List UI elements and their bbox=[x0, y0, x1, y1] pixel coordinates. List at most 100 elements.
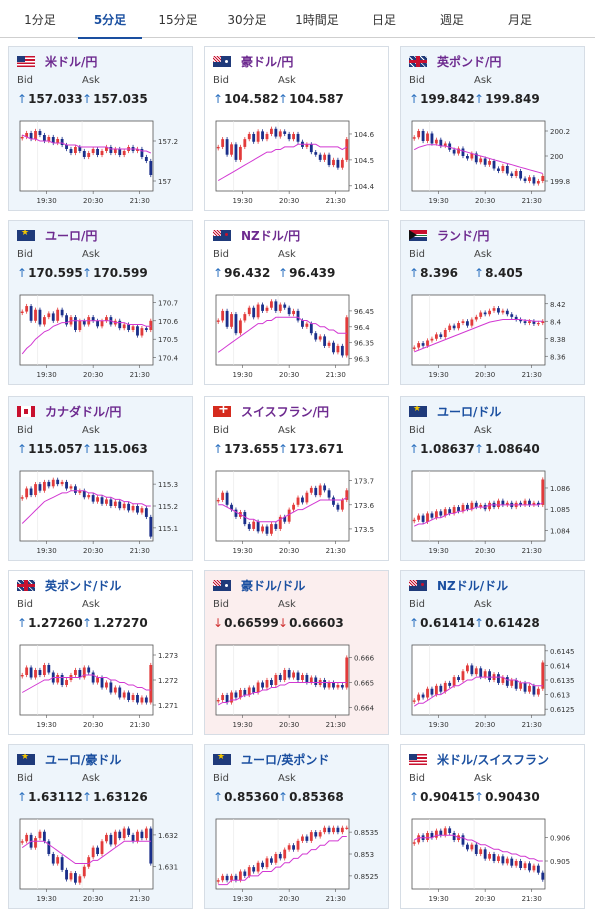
rate-card[interactable]: 英ポンド/ドル Bid Ask ↑1.27260 ↑1.27270 1.273 1.272 1… bbox=[8, 570, 193, 735]
candle-body bbox=[523, 863, 527, 868]
candle-body bbox=[292, 504, 296, 510]
candle-body bbox=[252, 307, 256, 318]
tab-1min[interactable]: 1分足 bbox=[24, 13, 56, 27]
mini-chart[interactable]: 1.632 1.631 19:30 20:30 21:30 bbox=[17, 815, 189, 905]
mini-chart[interactable]: 200.2 200 199.8 19:30 20:30 21:30 bbox=[409, 117, 581, 207]
mini-chart[interactable]: 115.3 115.2 115.1 19:30 20:30 21:30 bbox=[17, 467, 189, 557]
mini-chart[interactable]: 0.6145 0.614 0.6135 0.613 0.6125 19:30 20:30 21… bbox=[409, 641, 581, 731]
tab-1hour[interactable]: 1時間足 bbox=[295, 13, 339, 27]
tab-monthly[interactable]: 月足 bbox=[507, 13, 532, 27]
mini-chart[interactable]: 173.7 173.6 173.5 19:30 20:30 21:30 bbox=[213, 467, 385, 557]
y-tick-label: 1.272 bbox=[158, 677, 178, 685]
ask-value: 0.85368 bbox=[289, 790, 344, 804]
pair-name[interactable]: ユーロ/英ポンド bbox=[241, 752, 330, 767]
au-us-flag-icon bbox=[213, 579, 231, 591]
candle-body bbox=[514, 680, 518, 689]
mini-chart[interactable]: 0.666 0.665 0.664 19:30 20:30 21:30 bbox=[213, 641, 385, 731]
y-tick-label: 1.632 bbox=[158, 832, 178, 840]
candle-body bbox=[336, 504, 340, 510]
candle-body bbox=[131, 506, 135, 511]
pair-name[interactable]: NZドル/ドル bbox=[437, 578, 509, 593]
y-tick-label: 0.853 bbox=[354, 851, 374, 859]
rate-card[interactable]: NZドル/円 Bid Ask ↑96.432 ↑96.439 96.45 96.4 96.35… bbox=[204, 220, 389, 385]
tab-daily[interactable]: 日足 bbox=[371, 13, 396, 27]
rate-card[interactable]: 豪ドル/ドル Bid Ask ↓0.66599 ↓0.66603 0.666 0.665 0.… bbox=[204, 570, 389, 735]
pair-name[interactable]: ランド/円 bbox=[437, 228, 490, 243]
candle-body bbox=[149, 516, 153, 537]
rate-card[interactable]: 米ドル/円 Bid Ask ↑157.033 ↑157.035 157.2 157 19:30… bbox=[8, 46, 193, 211]
candle-body bbox=[118, 831, 122, 839]
candle-body bbox=[34, 131, 37, 139]
candle-body bbox=[434, 511, 438, 518]
candle-body bbox=[256, 862, 260, 872]
mini-chart[interactable]: 1.086 1.085 1.084 19:30 20:30 21:30 bbox=[409, 467, 581, 557]
candle-body bbox=[34, 670, 37, 678]
tab-30min[interactable]: 30分足 bbox=[227, 13, 267, 27]
candle-body bbox=[82, 490, 86, 498]
candle-body bbox=[340, 827, 344, 833]
ask-price: ↑8.405 bbox=[474, 266, 523, 280]
candle-body bbox=[523, 500, 527, 505]
candle-body bbox=[528, 321, 531, 323]
candle-body bbox=[541, 872, 545, 880]
card-header: ユーロ/円 bbox=[17, 227, 97, 243]
rate-card[interactable]: ランド/円 Bid Ask ↑8.396 ↑8.405 8.42 8.4 8.38 8.36 19… bbox=[400, 220, 585, 385]
card-header: スイスフラン/円 bbox=[213, 403, 329, 419]
pair-name[interactable]: 英ポンド/円 bbox=[437, 54, 502, 69]
rate-card[interactable]: スイスフラン/円BidAsk↑173.655↑173.671173.7173.6… bbox=[204, 396, 389, 561]
x-tick-label: 19:30 bbox=[37, 721, 57, 729]
pair-name[interactable]: ユーロ/円 bbox=[45, 228, 98, 243]
candle-body bbox=[318, 832, 322, 837]
moving-average-line bbox=[218, 836, 347, 886]
mini-chart[interactable]: 96.45 96.4 96.35 96.3 19:30 20:30 21:30 bbox=[213, 291, 385, 381]
candle-body bbox=[96, 497, 100, 502]
rate-card[interactable]: ユーロ/豪ドルBidAsk↑1.63112↑1.631261.6321.6311… bbox=[8, 744, 193, 909]
bid-price: ↑0.85360 bbox=[213, 790, 279, 804]
mini-chart[interactable]: 1.273 1.272 1.271 19:30 20:30 21:30 bbox=[17, 641, 189, 731]
tab-15min[interactable]: 15分足 bbox=[158, 13, 198, 27]
pair-name[interactable]: 豪ドル/円 bbox=[241, 54, 294, 69]
candle-body bbox=[332, 827, 335, 833]
pair-name[interactable]: ユーロ/ドル bbox=[437, 404, 502, 419]
pair-name[interactable]: 米ドル/スイスフラン bbox=[437, 752, 550, 767]
pair-name[interactable]: 英ポンド/ドル bbox=[45, 578, 122, 593]
mini-chart[interactable]: 157.2 157 19:30 20:30 21:30 bbox=[17, 117, 189, 207]
rate-card[interactable]: 英ポンド/円 Bid Ask ↑199.842 ↑199.849 200.2 200 199.… bbox=[400, 46, 585, 211]
candle-body bbox=[541, 479, 545, 505]
ask-value: 1.63126 bbox=[93, 790, 148, 804]
rate-card[interactable]: 豪ドル/円 Bid Ask ↑104.582 ↑104.587 104.6 104.5 104… bbox=[204, 46, 389, 211]
mini-chart[interactable]: 104.6 104.5 104.4 19:30 20:30 21:30 bbox=[213, 117, 385, 207]
rate-card[interactable]: 米ドル/スイスフラン Bid Ask ↑0.90415 ↑0.90430 0.906 0.9… bbox=[400, 744, 585, 909]
tab-5min[interactable]: 5分足 bbox=[78, 0, 142, 39]
mini-chart[interactable]: 0.8535 0.853 0.8525 19:30 20:30 21:30 bbox=[213, 815, 385, 905]
rate-card[interactable]: ユーロ/ドルBidAsk↑1.08637↑1.086401.0861.0851.… bbox=[400, 396, 585, 561]
candle-body bbox=[78, 320, 82, 330]
bid-value: 1.27260 bbox=[28, 616, 83, 630]
pair-name[interactable]: スイスフラン/円 bbox=[241, 404, 330, 419]
rate-card[interactable]: ユーロ/円BidAsk↑170.595↑170.599170.7170.6170… bbox=[8, 220, 193, 385]
mini-chart[interactable]: 0.906 0.905 19:30 20:30 21:30 bbox=[409, 815, 581, 905]
tab-weekly[interactable]: 週足 bbox=[439, 13, 464, 27]
candle-body bbox=[439, 334, 443, 337]
rate-card[interactable]: ユーロ/英ポンドBidAsk↑0.85360↑0.853680.85350.85… bbox=[204, 744, 389, 909]
au-flag-icon bbox=[213, 55, 231, 67]
y-tick-label: 0.906 bbox=[550, 835, 571, 843]
mini-chart[interactable]: 8.42 8.4 8.38 8.36 19:30 20:30 21:30 bbox=[409, 291, 581, 381]
candle-body bbox=[443, 509, 447, 516]
candle-body bbox=[421, 694, 425, 698]
moving-average-line bbox=[21, 490, 151, 524]
candlestick-chart: 96.45 96.4 96.35 96.3 19:30 20:30 21:30 bbox=[215, 294, 374, 379]
x-tick-label: 20:30 bbox=[83, 547, 103, 555]
pair-name[interactable]: ユーロ/豪ドル bbox=[45, 752, 122, 767]
rate-card[interactable]: NZドル/ドル Bid Ask ↑0.61414 ↑0.61428 0.6145 0.614… bbox=[400, 570, 585, 735]
x-tick-label: 21:30 bbox=[522, 197, 542, 205]
candlestick-chart: 8.42 8.4 8.38 8.36 19:30 20:30 21:30 bbox=[411, 294, 566, 379]
rate-card[interactable]: カナダドル/円 Bid Ask ↑115.057 ↑115.063 115.3 115.2 1… bbox=[8, 396, 193, 561]
candle-body bbox=[269, 301, 273, 308]
pair-name[interactable]: 米ドル/円 bbox=[45, 54, 98, 69]
pair-name[interactable]: カナダドル/円 bbox=[45, 404, 122, 419]
pair-name[interactable]: 豪ドル/ドル bbox=[241, 578, 306, 593]
pair-name[interactable]: NZドル/円 bbox=[241, 228, 301, 243]
mini-chart[interactable]: 170.7 170.6 170.5 170.4 19:30 20:30 21:30 bbox=[17, 291, 189, 381]
candle-body bbox=[448, 143, 452, 150]
